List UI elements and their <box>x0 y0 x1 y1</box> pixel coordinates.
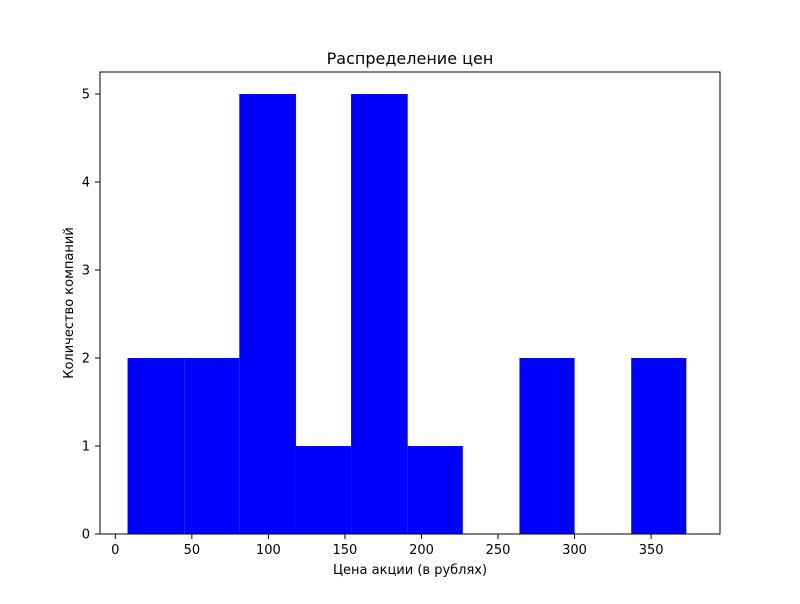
histogram-bar-1 <box>184 358 240 534</box>
y-tick-label-0: 0 <box>82 528 90 543</box>
y-tick-label-1: 1 <box>82 440 90 455</box>
y-tick-label-5: 5 <box>82 88 90 103</box>
x-tick-label-1: 50 <box>184 543 201 558</box>
histogram-bar-7 <box>519 358 575 534</box>
y-tick-label-4: 4 <box>82 176 90 191</box>
y-tick-label-3: 3 <box>82 264 90 279</box>
histogram-bar-4 <box>351 94 408 534</box>
x-tick-label-7: 350 <box>639 543 664 558</box>
x-tick-label-2: 100 <box>256 543 281 558</box>
x-tick-label-3: 150 <box>333 543 358 558</box>
x-axis-label: Цена акции (в рублях) <box>333 563 487 578</box>
histogram-bar-9 <box>631 358 687 534</box>
chart-title: Распределение цен <box>327 49 494 68</box>
x-tick-label-4: 200 <box>409 543 434 558</box>
y-tick-label-2: 2 <box>82 352 90 367</box>
x-tick-label-6: 300 <box>562 543 587 558</box>
histogram-bar-2 <box>239 94 296 534</box>
bars-layer <box>127 94 687 534</box>
histogram-bar-3 <box>295 446 352 534</box>
histogram-bar-5 <box>407 446 463 534</box>
histogram-bar-0 <box>127 358 185 534</box>
x-tick-label-5: 250 <box>486 543 511 558</box>
x-tick-label-0: 0 <box>111 543 119 558</box>
ticks-layer: 0 50 100 150 200 250 300 350 0 1 2 3 4 5 <box>82 88 664 559</box>
y-axis-label: Количество компаний <box>62 227 77 379</box>
plot-frame <box>99 71 721 535</box>
